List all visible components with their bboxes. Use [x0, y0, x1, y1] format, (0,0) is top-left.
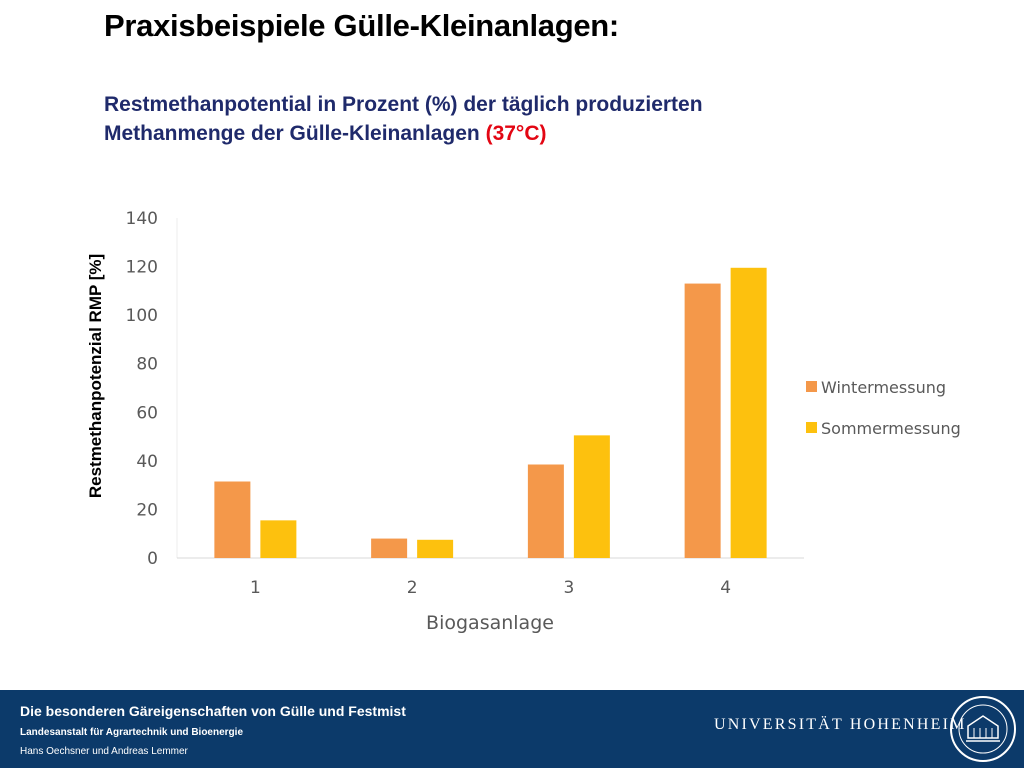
chart-legend: Wintermessung Sommermessung — [806, 378, 961, 438]
y-tick-label: 40 — [136, 452, 158, 472]
bar-chart: 0 20 40 60 80 100 120 140 1 2 3 4 Biogasanlage Res… — [86, 209, 961, 634]
footer-institute: Landesanstalt für Agrartechnik und Bioen… — [20, 727, 244, 738]
y-tick-label: 60 — [136, 403, 158, 423]
subtitle-temperature: (37°C) — [485, 122, 547, 145]
bar-wintermessung-1 — [214, 481, 251, 558]
y-tick-label: 140 — [126, 209, 158, 229]
slide-title: Praxisbeispiele Gülle-Kleinanlagen: — [104, 8, 619, 43]
legend-label-wintermessung: Wintermessung — [821, 378, 946, 397]
x-tick-label: 4 — [720, 578, 731, 598]
x-tick-label: 1 — [250, 578, 261, 598]
subtitle-line-1: Restmethanpotential in Prozent (%) der t… — [104, 93, 703, 116]
bars — [214, 267, 767, 558]
footer-title: Die besonderen Gäreigenschaften von Güll… — [20, 703, 406, 719]
y-tick-label: 80 — [136, 355, 158, 375]
university-seal-icon — [950, 696, 1016, 762]
y-tick-label: 100 — [126, 306, 158, 326]
bar-sommermessung-2 — [417, 539, 454, 558]
bar-sommermessung-4 — [730, 267, 767, 558]
x-tick-labels: 1 2 3 4 — [250, 578, 731, 598]
y-tick-label: 120 — [126, 258, 158, 278]
bar-wintermessung-4 — [684, 283, 721, 558]
footer-authors: Hans Oechsner und Andreas Lemmer — [20, 746, 188, 757]
x-axis-title: Biogasanlage — [426, 612, 554, 634]
x-tick-label: 3 — [563, 578, 574, 598]
university-name: UNIVERSITÄT HOHENHEIM — [714, 716, 967, 733]
y-tick-label: 0 — [147, 549, 158, 569]
bar-sommermessung-1 — [260, 520, 297, 558]
bar-wintermessung-3 — [527, 464, 564, 558]
y-axis-title: Restmethanpotenzial RMP [%] — [86, 254, 105, 498]
bar-sommermessung-3 — [573, 435, 610, 558]
legend-swatch-sommermessung — [806, 422, 817, 433]
legend-swatch-wintermessung — [806, 381, 817, 392]
slide-subtitle: Restmethanpotential in Prozent (%) der t… — [104, 90, 924, 148]
x-tick-label: 2 — [407, 578, 418, 598]
footer-bar: Die besonderen Gäreigenschaften von Güll… — [0, 690, 1024, 768]
y-tick-label: 20 — [136, 500, 158, 520]
legend-label-sommermessung: Sommermessung — [821, 419, 961, 438]
y-tick-labels: 0 20 40 60 80 100 120 140 — [126, 209, 158, 569]
bar-wintermessung-2 — [371, 538, 408, 558]
subtitle-line-2: Methanmenge der Gülle-Kleinanlagen — [104, 122, 486, 145]
